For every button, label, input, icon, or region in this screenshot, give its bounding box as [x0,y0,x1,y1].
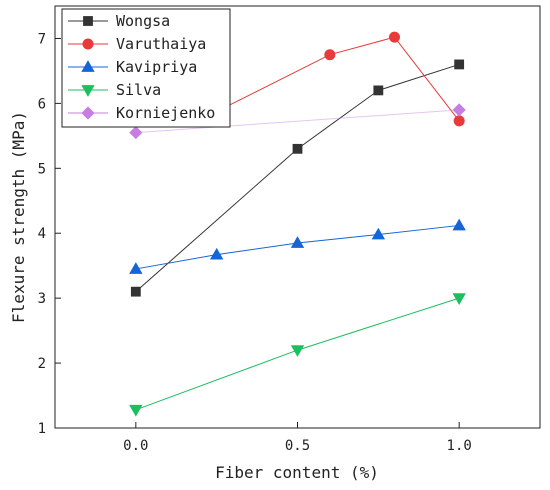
axis-ticks: 0.0 0.5 1.0 1 2 3 4 5 6 7 [38,31,472,454]
data-point-kavipriya [371,227,386,240]
data-point-korniejenko [452,103,466,117]
data-point-kavipriya [129,262,143,274]
y-tick-label: 1 [38,421,46,437]
data-point-wongsa [454,59,465,70]
legend-label-korniejenko: Korniejenko [116,104,215,122]
data-point-wongsa [373,85,384,96]
data-point-kavipriya [209,247,224,260]
data-point-silva [290,345,305,357]
series-line-varuthaiya [200,36,460,122]
x-tick-label: 1.0 [447,438,472,454]
data-point-kavipriya [452,218,466,231]
legend-label-wongsa: Wongsa [116,12,170,30]
series-line-wongsa [135,63,460,293]
data-point-wongsa [292,143,303,154]
data-point-varuthaiya [324,49,336,61]
series-line-korniejenko [135,109,460,134]
y-axis-title: Flexure strength (MPa) [9,111,28,323]
y-tick-label: 2 [38,356,46,372]
x-tick-label: 0.5 [285,438,310,454]
legend-marker-korniejenko [81,106,95,120]
legend: Wongsa Varuthaiya Kavipriya Silva Korniejenk… [61,8,231,128]
legend-marker-wongsa [83,16,93,26]
y-tick-label: 6 [38,96,46,112]
legend-label-silva: Silva [116,81,161,99]
y-tick-label: 3 [38,291,46,307]
legend-marker-silva [81,85,95,97]
data-point-silva [129,404,143,417]
data-point-silva [452,293,466,305]
legend-label-kavipriya: Kavipriya [116,58,197,76]
data-point-wongsa [130,286,141,297]
data-point-varuthaiya [453,115,465,127]
data-point-varuthaiya [388,31,400,43]
y-tick-label: 5 [38,161,46,177]
x-axis-title: Fiber content (%) [215,463,379,482]
x-tick-label: 0.0 [123,438,148,454]
legend-marker-kavipriya [81,60,95,72]
y-tick-label: 7 [38,31,46,47]
legend-marker-varuthaiya [82,38,94,50]
y-tick-label: 4 [38,226,46,242]
data-point-kavipriya [290,236,305,248]
data-point-korniejenko [129,126,143,140]
legend-label-varuthaiya: Varuthaiya [116,35,206,53]
